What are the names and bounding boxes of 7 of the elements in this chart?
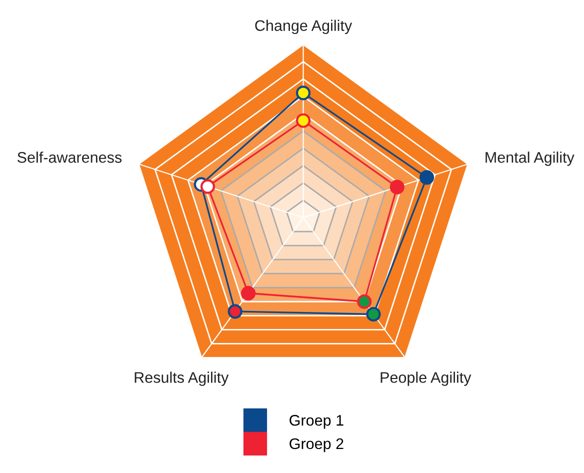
spoke-label: Change Agility <box>255 20 352 34</box>
spoke-label: People Agility <box>380 372 472 386</box>
legend-label: Groep 1 <box>290 414 344 429</box>
spoke-label: Results Agility <box>134 372 229 386</box>
legend-label: Groep 2 <box>290 438 344 452</box>
spoke-label: Mental Agility <box>486 152 574 166</box>
spoke-label: Self-awareness <box>18 152 122 163</box>
